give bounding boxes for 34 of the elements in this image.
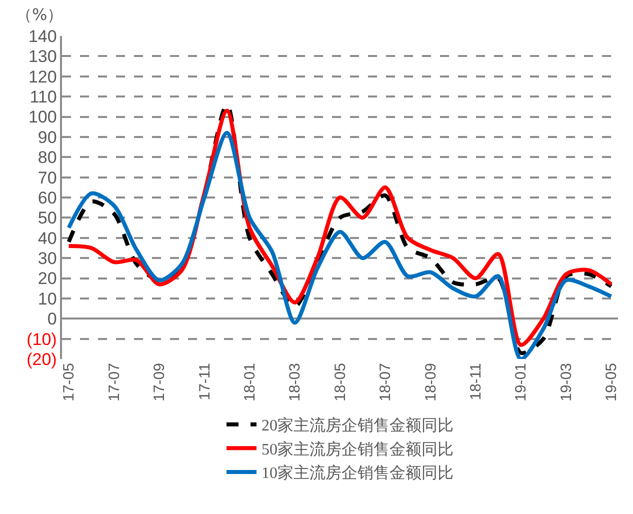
y-tick-label: 20 — [38, 269, 57, 288]
y-tick-label: 140 — [28, 26, 57, 46]
y-tick-label: 70 — [38, 168, 57, 188]
legend-label: 50家主流房企销售金额同比 — [262, 440, 454, 458]
x-tick-label: 19-03 — [558, 363, 575, 402]
y-tick-label: 80 — [38, 148, 57, 168]
y-tick-label: 0 — [47, 310, 57, 329]
x-tick-label: 18-01 — [241, 363, 258, 402]
x-tick-label: 18-07 — [377, 363, 394, 402]
x-tick-label: 19-05 — [603, 363, 620, 402]
y-axis-title: （%） — [16, 5, 64, 24]
x-tick-label: 17-09 — [151, 363, 168, 402]
y-tick-label: (20) — [26, 350, 57, 369]
y-tick-label: 110 — [30, 88, 57, 107]
x-tick-label: 17-05 — [60, 363, 78, 402]
legend-label: 10家主流房企销售金额同比 — [262, 464, 454, 482]
x-tick-label: 19-01 — [512, 363, 530, 402]
x-tick-label: 18-03 — [286, 363, 304, 402]
y-tick-label: 100 — [28, 108, 57, 127]
y-tick-label: 10 — [38, 289, 57, 308]
y-tick-label: 120 — [28, 67, 57, 86]
y-tick-label: 50 — [38, 208, 57, 228]
x-tick-label: 17-11 — [196, 363, 214, 400]
y-tick-label: (10) — [26, 330, 57, 349]
x-tick-label: 18-11 — [467, 363, 484, 400]
y-tick-label: 130 — [28, 47, 57, 66]
x-tick-label: 18-05 — [332, 363, 349, 402]
y-tick-label: 40 — [38, 228, 57, 248]
legend-label: 20家主流房企销售金额同比 — [262, 416, 454, 435]
y-tick-label: 60 — [38, 188, 57, 208]
x-tick-label: 18-09 — [422, 363, 440, 402]
y-tick-label: 90 — [38, 128, 57, 147]
x-tick-label: 17-07 — [106, 363, 123, 402]
y-tick-label: 30 — [38, 249, 57, 268]
